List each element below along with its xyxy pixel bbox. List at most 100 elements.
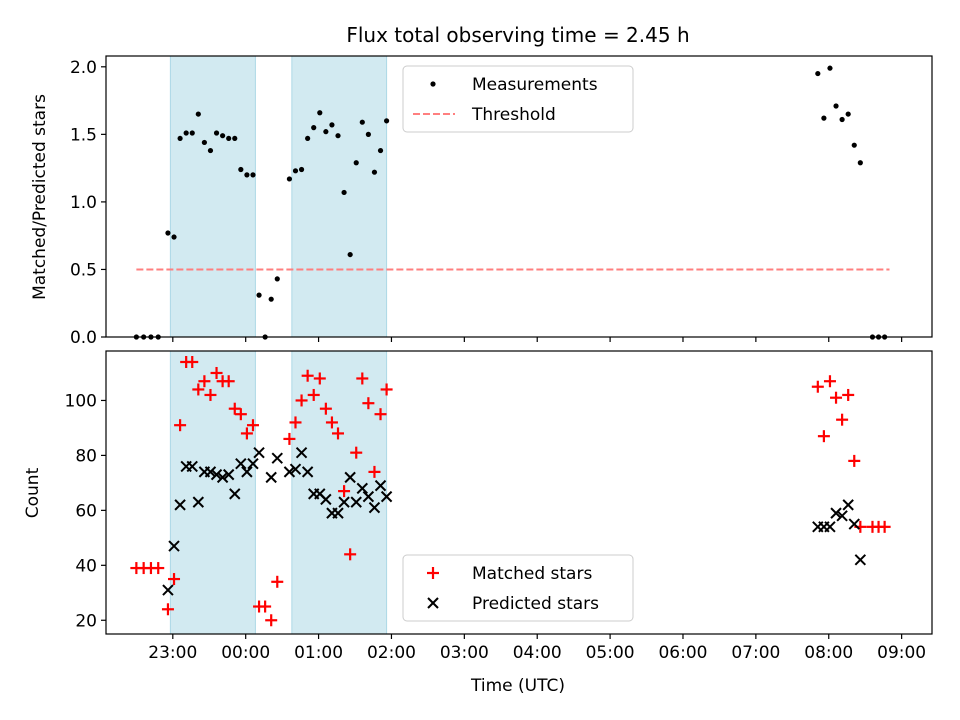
matched-star-point — [307, 388, 320, 401]
y-tick-label: 2.0 — [70, 58, 97, 78]
x-b — [854, 554, 867, 566]
predicted-star-point — [253, 446, 265, 459]
matched-star-point — [246, 419, 259, 432]
measurement-points — [133, 65, 888, 340]
matched-star-point — [186, 355, 199, 368]
shaded-region — [291, 55, 388, 338]
predicted-star-point — [216, 471, 229, 484]
ratio-legend-box — [402, 65, 634, 133]
x-tick-label: 00:00 — [221, 643, 270, 663]
measurement-point — [857, 160, 863, 166]
measurement-point — [177, 135, 183, 142]
predicted-star-point — [168, 540, 180, 552]
x-b — [174, 499, 186, 511]
x-b — [222, 468, 235, 481]
ratio-plot-frame — [105, 55, 933, 338]
matched-star-point — [362, 397, 375, 410]
matched-star-point — [271, 575, 284, 588]
x-b — [192, 496, 205, 508]
matched-star-point — [374, 408, 387, 421]
measurement-point — [213, 130, 220, 136]
matched-star-point — [152, 562, 165, 575]
y-tick-label: 1.0 — [70, 193, 97, 213]
x-b — [271, 452, 283, 464]
x-b — [338, 496, 350, 508]
x-b — [848, 518, 860, 530]
measurement-point — [851, 142, 857, 148]
measurement-point — [220, 133, 226, 139]
measurement-point — [347, 251, 353, 258]
matched-star-point — [350, 446, 363, 459]
measurement-point — [353, 160, 359, 166]
matched-star-point — [344, 548, 357, 561]
matched-star-point — [817, 430, 830, 443]
predicted-star-point — [241, 466, 253, 478]
predicted-star-point — [186, 460, 198, 473]
legend-predicted-marker — [427, 597, 439, 609]
x-b — [824, 521, 836, 533]
measurement-point — [359, 119, 365, 125]
predicted-star-point — [848, 518, 860, 530]
x-b — [362, 490, 375, 503]
measurement-point — [311, 125, 317, 131]
y-tick-label: 80 — [75, 446, 97, 466]
predicted-star-point — [271, 452, 283, 464]
count-plot-frame — [105, 350, 933, 635]
count-y-label: Count — [23, 467, 43, 518]
measurement-point — [183, 130, 189, 136]
measurement-point — [839, 116, 845, 123]
measurement-point — [226, 135, 232, 142]
measurement-point — [244, 172, 250, 178]
count-legend-box — [402, 554, 634, 622]
measurement-point — [371, 169, 378, 175]
measurement-point — [238, 166, 244, 173]
ratio-y-axis: 0.0 0.5 1.0 1.5 2.0 — [70, 58, 106, 348]
legend-measurements-label: Measurements — [472, 75, 598, 95]
x-b — [332, 507, 344, 519]
x-b — [162, 584, 174, 596]
measurement-point — [298, 166, 305, 173]
x-b — [320, 493, 332, 506]
count-panel: 20 40 60 80 100 23:00 00:00 01:00 02:00 03:00 04:… — [23, 350, 933, 696]
y-tick-label: 0.5 — [70, 260, 97, 280]
legend-matched-label: Matched stars — [472, 564, 592, 584]
x-b — [842, 499, 854, 511]
y-tick-label: 60 — [75, 501, 97, 521]
predicted-star-point — [356, 482, 369, 495]
predicted-star-point — [854, 554, 867, 566]
measurement-point — [232, 135, 238, 142]
predicted-star-point — [247, 457, 259, 470]
x-b — [368, 501, 381, 514]
x-b — [380, 490, 393, 503]
measurement-point — [335, 133, 341, 139]
x-tick-label: 07:00 — [731, 643, 780, 663]
matched-star-point — [842, 388, 855, 401]
legend-measurements-marker — [430, 81, 436, 87]
matched-star-point — [830, 391, 843, 404]
measurement-point — [171, 234, 177, 240]
predicted-star-point — [338, 496, 350, 508]
legend-matched-marker — [427, 567, 439, 579]
predicted-star-point — [295, 446, 308, 459]
matched-star-point — [295, 394, 308, 407]
matched-star-point — [301, 369, 314, 382]
measurement-point — [317, 110, 323, 116]
measurement-point — [201, 139, 207, 146]
x-tick-label: 03:00 — [440, 643, 489, 663]
ratio-y-label: Matched/Predicted stars — [30, 94, 50, 300]
matched-star-point — [204, 388, 217, 401]
x-axis-label: Time (UTC) — [470, 676, 565, 696]
matched-star-point — [332, 427, 345, 440]
x-b — [204, 466, 217, 478]
x-b — [301, 466, 314, 478]
predicted-star-point — [283, 466, 296, 478]
predicted-star-point — [344, 471, 356, 484]
x-b — [289, 463, 302, 475]
x-tick-label: 01:00 — [294, 643, 343, 663]
measurement-point — [195, 111, 201, 117]
matched-star-point — [161, 603, 174, 616]
y-tick-label: 20 — [75, 611, 97, 631]
measurement-point — [329, 122, 335, 128]
predicted-star-point — [204, 466, 217, 478]
